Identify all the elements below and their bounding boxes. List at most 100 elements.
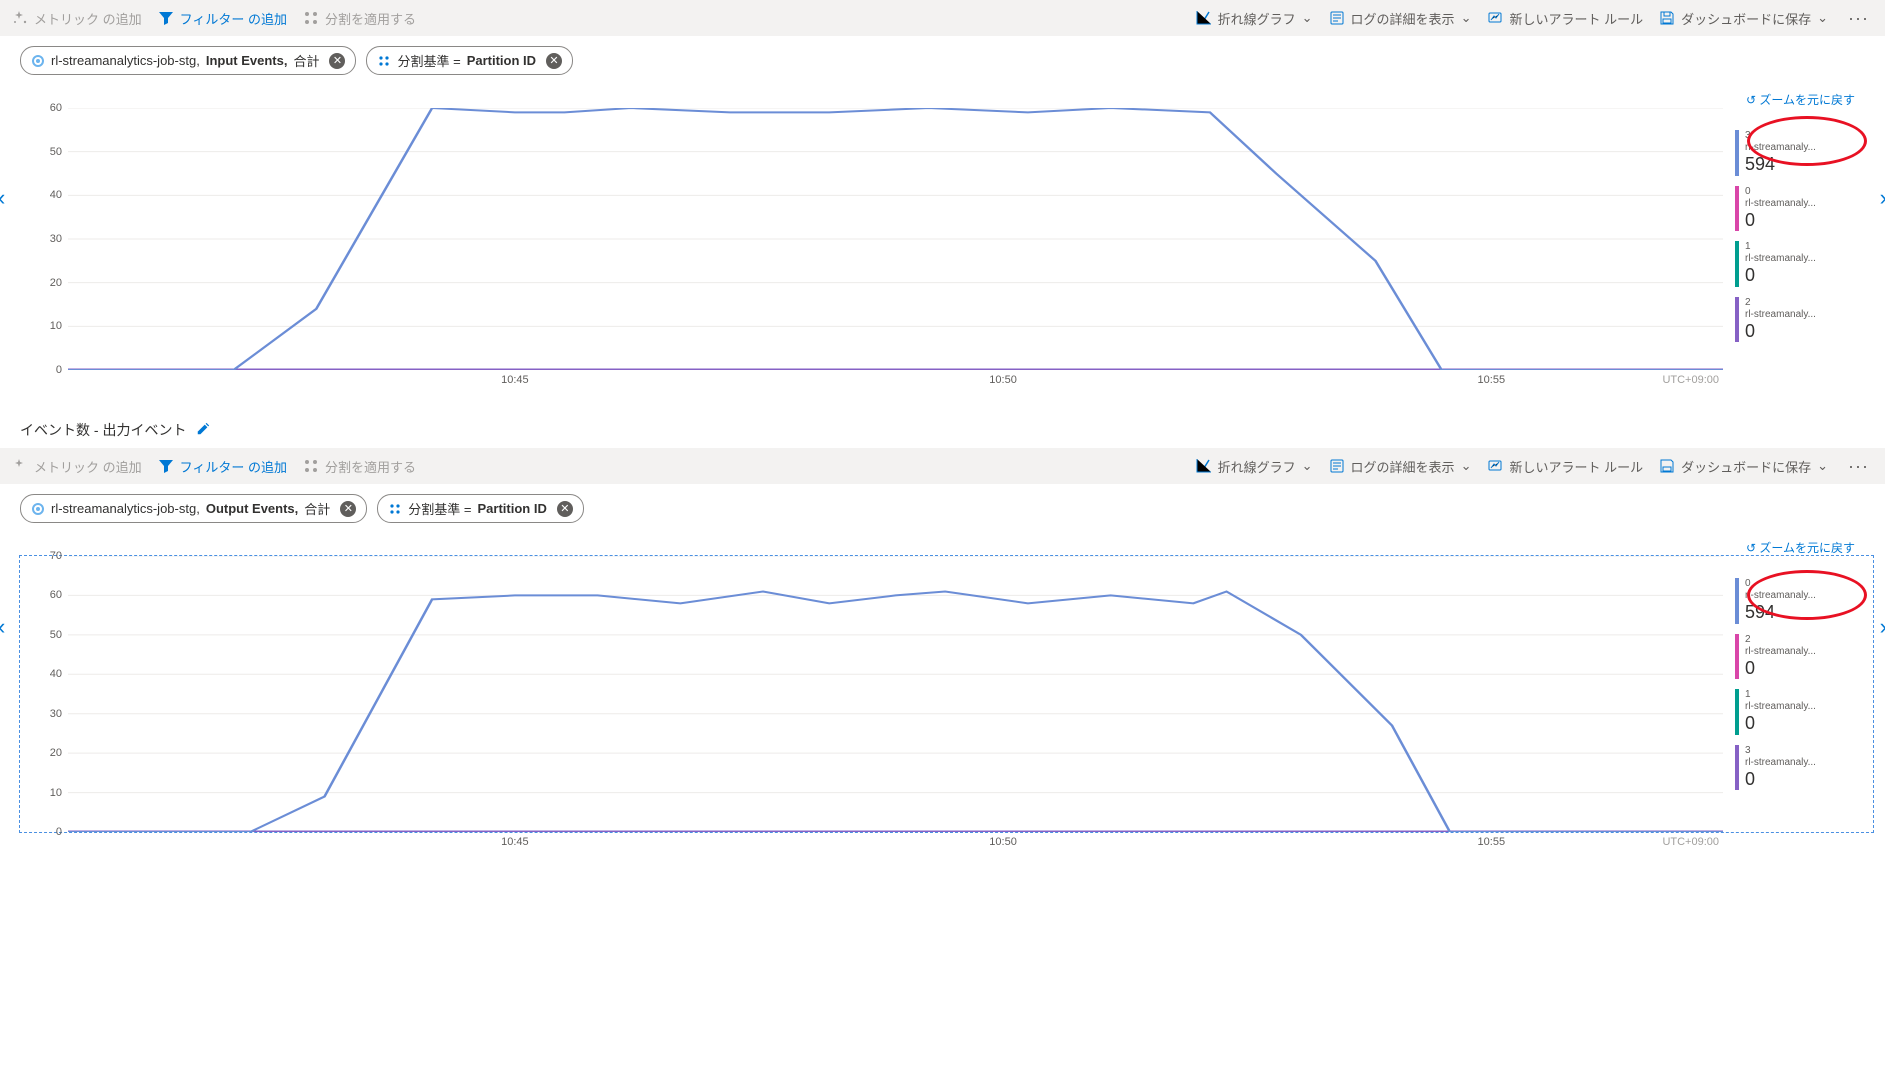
sparkle-icon — [12, 10, 28, 26]
split-pill[interactable]: 分割基準 = Partition ID ✕ — [366, 46, 573, 75]
legend-item[interactable]: 3rl-streamanaly...594 — [1735, 130, 1855, 176]
split-icon — [303, 10, 319, 26]
x-tick: 10:55 — [1478, 374, 1506, 386]
legend-partition-id: 2 — [1745, 297, 1816, 309]
metric-pill[interactable]: rl-streamanalytics-job-stg, Output Event… — [20, 494, 367, 523]
new-alert-rule-button[interactable]: 新しいアラート ルール — [1487, 457, 1643, 476]
show-log-details-dropdown[interactable]: ログの詳細を表示 ⌄ — [1329, 457, 1472, 476]
legend-color-bar — [1735, 689, 1739, 735]
chart-section-input-events: メトリック の追加 フィルター の追加 分割を適用する 折れ線グラフ ⌄ ログの… — [0, 0, 1885, 396]
add-metric-label: メトリック の追加 — [34, 9, 142, 28]
chart-type-label: 折れ線グラフ — [1218, 9, 1296, 28]
legend-resource: rl-streamanaly... — [1745, 142, 1816, 154]
legend-item[interactable]: 2rl-streamanaly...0 — [1735, 634, 1855, 680]
remove-pill-button[interactable]: ✕ — [546, 53, 562, 69]
split-pill-prefix: 分割基準 = — [408, 499, 471, 518]
metric-pill[interactable]: rl-streamanalytics-job-stg, Input Events… — [20, 46, 356, 75]
save-to-dashboard-dropdown[interactable]: ダッシュボードに保存 ⌄ — [1659, 9, 1828, 28]
new-alert-rule-button[interactable]: 新しいアラート ルール — [1487, 9, 1643, 28]
add-metric-button[interactable]: メトリック の追加 — [12, 457, 142, 476]
legend-value: 0 — [1745, 658, 1816, 680]
legend-item[interactable]: 1rl-streamanaly...0 — [1735, 689, 1855, 735]
add-filter-label: フィルター の追加 — [180, 457, 287, 476]
y-tick: 50 — [50, 146, 62, 158]
legend-item[interactable]: 2rl-streamanaly...0 — [1735, 297, 1855, 343]
apply-split-label: 分割を適用する — [325, 9, 416, 28]
y-tick: 20 — [50, 277, 62, 289]
save-icon — [1659, 458, 1675, 474]
legend-color-bar — [1735, 297, 1739, 343]
legend-item[interactable]: 3rl-streamanaly...0 — [1735, 745, 1855, 791]
x-axis: 10:4510:5010:55UTC+09:00 — [68, 370, 1723, 396]
apply-split-button[interactable]: 分割を適用する — [303, 9, 416, 28]
chart-section-output-events: イベント数 - 出力イベント メトリック の追加 フィルター の追加 分割を適用… — [0, 396, 1885, 858]
legend-text: 1rl-streamanaly...0 — [1745, 241, 1816, 287]
filter-icon — [158, 10, 174, 26]
more-menu-button[interactable]: ··· — [1844, 456, 1873, 477]
split-icon — [388, 502, 402, 516]
show-log-details-label: ログの詳細を表示 — [1351, 457, 1455, 476]
split-pill[interactable]: 分割基準 = Partition ID ✕ — [377, 494, 584, 523]
y-axis: 0102030405060 — [20, 108, 68, 370]
legend-partition-id: 0 — [1745, 186, 1816, 198]
chart-container: ズームを元に戻す 010203040506070 0rl-streamanaly… — [0, 533, 1885, 858]
y-tick: 0 — [56, 364, 62, 376]
zoom-reset-link[interactable]: ズームを元に戻す — [1746, 541, 1855, 555]
y-tick: 60 — [50, 102, 62, 114]
add-filter-button[interactable]: フィルター の追加 — [158, 9, 287, 28]
x-tick: 10:50 — [989, 836, 1017, 848]
apply-split-button[interactable]: 分割を適用する — [303, 457, 416, 476]
chart-area[interactable]: 010203040506070 0rl-streamanaly...5942rl… — [20, 556, 1873, 832]
save-to-dashboard-dropdown[interactable]: ダッシュボードに保存 ⌄ — [1659, 457, 1828, 476]
legend-value: 0 — [1745, 265, 1816, 287]
legend-partition-id: 1 — [1745, 689, 1816, 701]
metric-pill-resource: rl-streamanalytics-job-stg, — [51, 53, 200, 68]
split-icon — [377, 54, 391, 68]
metric-pill-agg: 合計 — [304, 499, 330, 518]
line-chart-icon — [1196, 458, 1212, 474]
y-tick: 40 — [50, 189, 62, 201]
legend-partition-id: 3 — [1745, 130, 1816, 142]
legend-value: 0 — [1745, 769, 1816, 791]
chart-type-dropdown[interactable]: 折れ線グラフ ⌄ — [1196, 457, 1313, 476]
filter-icon — [158, 458, 174, 474]
log-icon — [1329, 10, 1345, 26]
legend-color-bar — [1735, 745, 1739, 791]
legend-item[interactable]: 1rl-streamanaly...0 — [1735, 241, 1855, 287]
metric-pill-resource: rl-streamanalytics-job-stg, — [51, 501, 200, 516]
chevron-down-icon: ⌄ — [1817, 10, 1828, 26]
chart-title: イベント数 - 出力イベント — [20, 420, 186, 440]
timezone-label: UTC+09:00 — [1662, 836, 1719, 848]
metric-pill-metric: Input Events, — [206, 53, 288, 68]
legend-value: 0 — [1745, 713, 1816, 735]
legend-text: 3rl-streamanaly...594 — [1745, 130, 1816, 176]
split-pill-field: Partition ID — [467, 53, 536, 68]
resource-icon — [31, 502, 45, 516]
split-pill-field: Partition ID — [478, 501, 547, 516]
more-menu-button[interactable]: ··· — [1844, 8, 1873, 29]
legend-partition-id: 0 — [1745, 578, 1816, 590]
add-filter-button[interactable]: フィルター の追加 — [158, 457, 287, 476]
remove-pill-button[interactable]: ✕ — [557, 501, 573, 517]
zoom-reset-link[interactable]: ズームを元に戻す — [1746, 93, 1855, 107]
show-log-details-dropdown[interactable]: ログの詳細を表示 ⌄ — [1329, 9, 1472, 28]
add-metric-button[interactable]: メトリック の追加 — [12, 9, 142, 28]
chevron-down-icon: ⌄ — [1461, 10, 1472, 26]
remove-pill-button[interactable]: ✕ — [329, 53, 345, 69]
legend-item[interactable]: 0rl-streamanaly...0 — [1735, 186, 1855, 232]
timezone-label: UTC+09:00 — [1662, 374, 1719, 386]
legend-text: 0rl-streamanaly...0 — [1745, 186, 1816, 232]
legend-color-bar — [1735, 578, 1739, 624]
legend-value: 594 — [1745, 154, 1816, 176]
legend-value: 0 — [1745, 210, 1816, 232]
chart-type-dropdown[interactable]: 折れ線グラフ ⌄ — [1196, 9, 1313, 28]
edit-title-button[interactable] — [196, 422, 210, 439]
split-pill-prefix: 分割基準 = — [397, 51, 460, 70]
remove-pill-button[interactable]: ✕ — [340, 501, 356, 517]
y-tick: 50 — [50, 629, 62, 641]
chart-area[interactable]: 0102030405060 3rl-streamanaly...5940rl-s… — [20, 108, 1873, 370]
alert-icon — [1487, 10, 1503, 26]
zoom-reset-row: ズームを元に戻す — [20, 539, 1873, 556]
chart-toolbar: メトリック の追加 フィルター の追加 分割を適用する 折れ線グラフ ⌄ ログの… — [0, 0, 1885, 36]
legend-item[interactable]: 0rl-streamanaly...594 — [1735, 578, 1855, 624]
